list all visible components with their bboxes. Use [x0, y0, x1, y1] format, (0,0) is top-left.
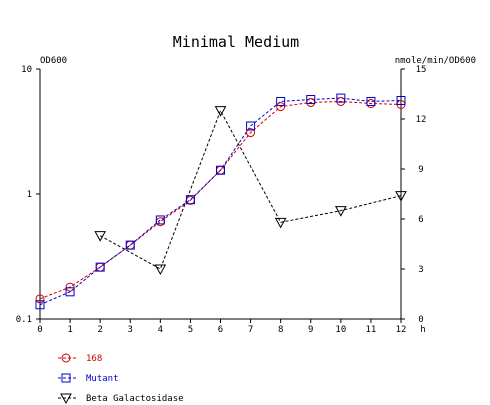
data-point-mutant — [125, 240, 135, 250]
x-tick-label: 5 — [188, 325, 193, 335]
y-right-tick-label: 9 — [418, 165, 423, 175]
legend-marker-beta-galactosidase — [60, 393, 72, 405]
y-left-tick-label: 1 — [27, 190, 32, 200]
series-line-168 — [39, 100, 402, 300]
x-tick-label: 10 — [335, 325, 346, 335]
data-point-mutant — [306, 95, 316, 105]
data-point-beta-galactosidase — [214, 106, 227, 117]
series-markers — [35, 93, 407, 310]
data-point-beta-galactosidase — [334, 206, 347, 217]
data-point-beta-galactosidase — [94, 231, 107, 242]
y-right-tick-label: 15 — [416, 65, 427, 75]
legend-label-beta-galactosidase: Beta Galactosidase — [86, 394, 184, 404]
y-right-tick-label: 6 — [418, 215, 423, 225]
x-axis-label: h — [420, 325, 425, 335]
data-point-mutant — [65, 287, 75, 297]
x-tick-label: 2 — [97, 325, 102, 335]
data-point-mutant — [246, 121, 256, 131]
data-point-mutant — [216, 165, 225, 175]
legend-label-mutant: Mutant — [86, 374, 119, 384]
y-left-axis-label: OD600 — [40, 56, 67, 66]
legend-marker-mutant — [61, 373, 71, 383]
chart-title: Minimal Medium — [173, 33, 299, 51]
data-point-mutant — [185, 195, 195, 205]
x-tick-label: 7 — [248, 325, 253, 335]
x-tick-label: 8 — [278, 325, 283, 335]
x-tick-label: 6 — [218, 325, 223, 335]
y-right-axis-label: nmole/min/OD600 — [395, 56, 476, 66]
data-point-beta-galactosidase — [395, 191, 407, 202]
series-lines — [39, 97, 402, 306]
legend-marker-168 — [61, 353, 71, 363]
data-point-mutant — [396, 95, 406, 105]
x-tick-label: 1 — [67, 325, 72, 335]
data-point-168 — [246, 128, 256, 138]
x-tick-label: 4 — [158, 325, 163, 335]
y-right-tick-label: 12 — [416, 115, 427, 125]
x-tick-label: 9 — [308, 325, 313, 335]
series-line-beta-galactosidase — [99, 109, 402, 270]
data-point-beta-galactosidase — [154, 264, 167, 276]
y-right-tick-label: 0 — [418, 315, 423, 325]
data-point-mutant — [95, 262, 105, 272]
y-left-tick-label: 10 — [21, 65, 32, 75]
x-tick-label: 11 — [365, 325, 376, 335]
y-right-tick-label: 3 — [418, 265, 423, 275]
legend-label-168: 168 — [86, 354, 102, 364]
x-tick-label: 0 — [37, 325, 42, 335]
y-left-tick-label: 0.1 — [16, 315, 32, 325]
x-tick-label: 3 — [128, 325, 133, 335]
data-point-168 — [155, 217, 165, 227]
data-point-mutant — [276, 96, 286, 106]
data-point-168 — [65, 282, 75, 292]
series-line-mutant — [39, 97, 402, 306]
data-point-beta-galactosidase — [274, 217, 287, 229]
data-point-mutant — [35, 300, 45, 310]
data-point-168 — [276, 102, 286, 112]
data-point-mutant — [336, 93, 346, 103]
legend: 168 Mutant Beta Galactosidase — [58, 353, 184, 405]
data-point-mutant — [366, 96, 376, 106]
data-point-mutant — [155, 215, 165, 225]
x-tick-label: 12 — [396, 325, 407, 335]
data-point-168 — [35, 294, 45, 304]
